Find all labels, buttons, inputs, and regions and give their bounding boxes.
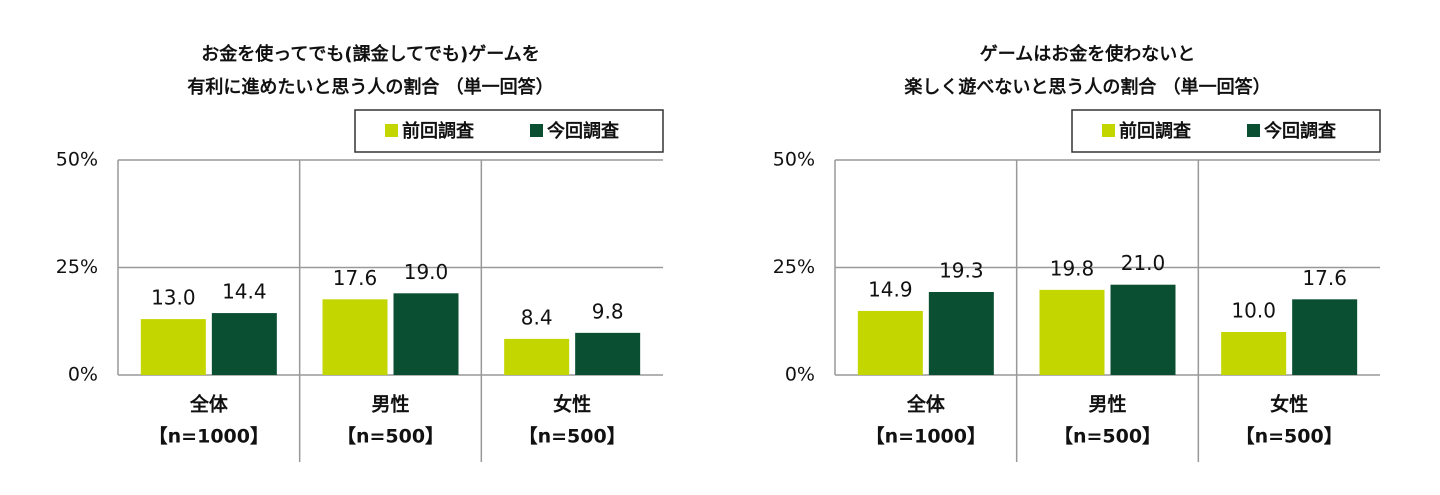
y-tick-label: 25% — [773, 256, 815, 278]
x-tick-label: 女性 — [1270, 393, 1308, 416]
x-tick-label: 全体 — [189, 393, 229, 416]
value-label: 17.6 — [1302, 266, 1347, 290]
legend-box — [354, 109, 664, 153]
y-tick-label: 50% — [773, 149, 815, 171]
value-label: 10.0 — [1231, 299, 1276, 323]
x-tick-label: 全体 — [906, 393, 946, 416]
bar — [1221, 332, 1287, 375]
legend-box — [1071, 109, 1381, 153]
legend-label: 前回調査 — [402, 120, 474, 142]
legend-label: 今回調査 — [1264, 120, 1336, 142]
x-tick-label: 男性 — [1088, 393, 1126, 416]
value-label: 19.8 — [1050, 256, 1095, 280]
x-tick-note: 【n=500】 — [1054, 425, 1161, 448]
legend-swatch — [385, 124, 398, 137]
bar — [1292, 299, 1358, 375]
y-tick-label: 50% — [56, 149, 98, 171]
bar — [1039, 289, 1105, 375]
bar — [211, 313, 277, 375]
chart-title: お金を使ってでも(課金してでも)ゲームを — [201, 43, 539, 65]
value-label: 14.4 — [222, 280, 267, 304]
chart-title: 有利に進めたいと思う人の割合 （単一回答） — [187, 76, 553, 98]
y-tick-label: 25% — [56, 256, 98, 278]
bar — [928, 292, 994, 375]
bar — [575, 332, 641, 375]
x-tick-label: 女性 — [553, 393, 591, 416]
y-tick-label: 0% — [785, 364, 815, 386]
value-label: 19.0 — [404, 260, 449, 284]
legend-swatch — [530, 124, 543, 137]
bar — [393, 293, 459, 375]
x-tick-note: 【n=500】 — [519, 425, 626, 448]
legend-swatch — [1102, 124, 1115, 137]
value-label: 14.9 — [868, 277, 913, 301]
chart-title: ゲームはお金を使わないと — [980, 43, 1195, 65]
x-tick-note: 【n=500】 — [337, 425, 444, 448]
bar — [857, 310, 923, 375]
value-label: 19.3 — [939, 259, 984, 283]
legend-label: 前回調査 — [1119, 120, 1191, 142]
x-tick-note: 【n=1000】 — [149, 425, 269, 448]
x-tick-note: 【n=1000】 — [866, 425, 986, 448]
bar — [322, 299, 388, 375]
x-tick-note: 【n=500】 — [1236, 425, 1343, 448]
chart-title: 楽しく遊べないと思う人の割合 （単一回答） — [904, 76, 1270, 98]
bar — [140, 319, 206, 375]
y-tick-label: 0% — [68, 364, 98, 386]
value-label: 9.8 — [592, 299, 624, 323]
bar — [504, 338, 570, 375]
legend-label: 今回調査 — [547, 120, 619, 142]
value-label: 8.4 — [521, 305, 553, 329]
value-label: 17.6 — [333, 266, 378, 290]
bar — [1110, 284, 1176, 375]
legend-swatch — [1247, 124, 1260, 137]
value-label: 13.0 — [151, 286, 196, 310]
x-tick-label: 男性 — [371, 393, 409, 416]
value-label: 21.0 — [1121, 251, 1166, 275]
